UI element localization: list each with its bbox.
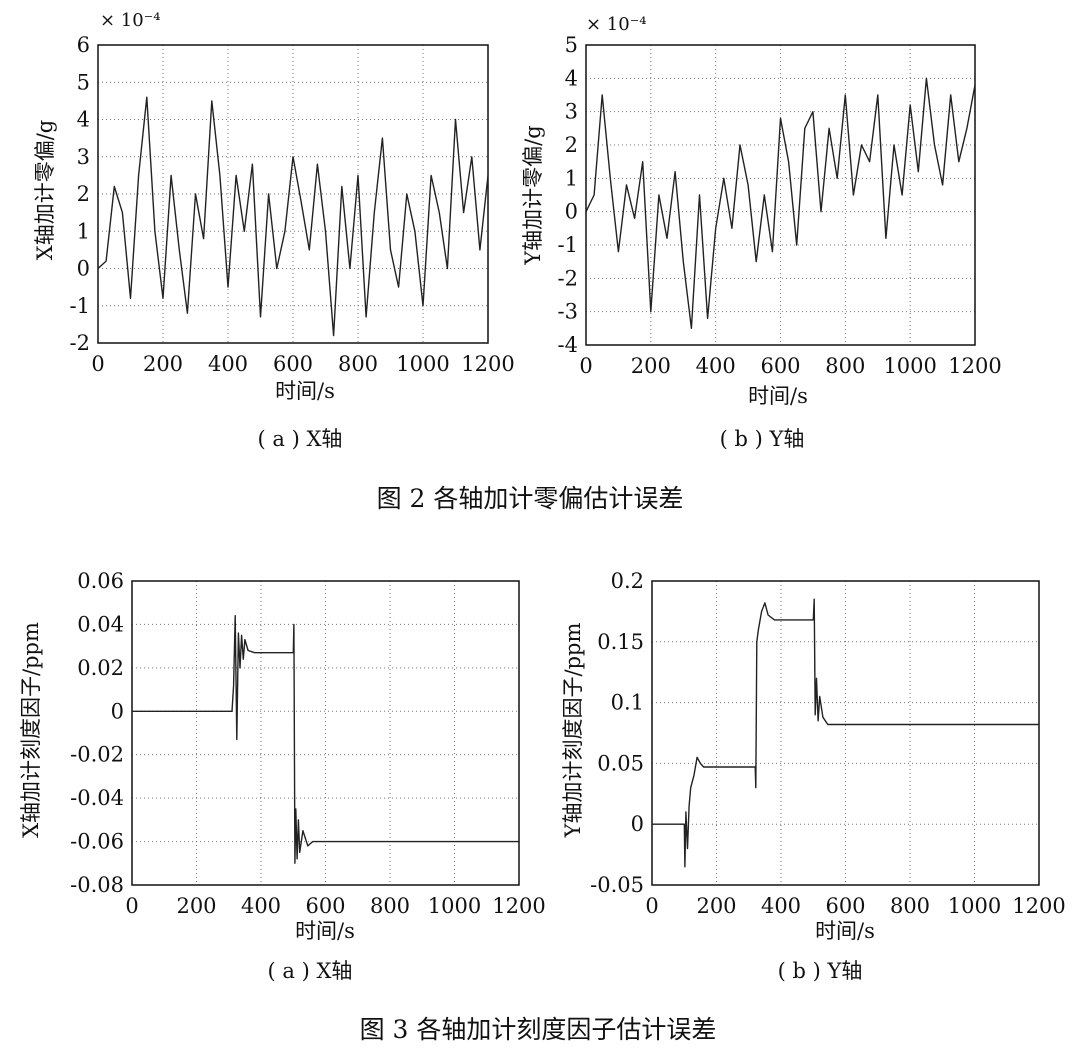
- sublabel-fig2-b: ( b ) Y轴: [720, 427, 805, 451]
- x-tick-label: 200: [143, 352, 183, 376]
- caption-fig2: 图 2 各轴加计零偏估计误差: [377, 484, 684, 513]
- y-tick-label: 2: [565, 133, 578, 157]
- y-tick-label: 1: [565, 166, 578, 190]
- y-tick-label: 0.05: [597, 751, 644, 775]
- y-tick-label: -1: [558, 233, 578, 257]
- x-tick-label: 800: [825, 354, 865, 378]
- chart-y-axis-scale-factor: 0 200 400 600 800 1000 1200-0.0500.050.10.150.…: [590, 569, 1066, 918]
- x-tick-label: 1200: [492, 894, 545, 918]
- y-tick-label: 0: [631, 812, 644, 836]
- y-tick-label: 0: [565, 200, 578, 224]
- x-tick-label: 600: [825, 894, 865, 918]
- xlabel-fig2-b: 时间/s: [748, 384, 808, 408]
- plot-frame: [97, 44, 489, 344]
- series-line: [97, 96, 489, 337]
- x-tick-label: 0: [645, 894, 658, 918]
- x-tick-label: 800: [890, 894, 930, 918]
- sublabel-fig3-b: ( b ) Y轴: [778, 959, 863, 983]
- plot-frame: [131, 580, 520, 886]
- x-tick-label: 600: [305, 894, 345, 918]
- y-tick-label: 0.02: [77, 656, 124, 680]
- y-tick-label: 4: [565, 66, 578, 90]
- x-tick-label: 1000: [396, 352, 449, 376]
- y-tick-label: 0: [77, 257, 90, 281]
- x-tick-label: 400: [696, 354, 736, 378]
- y-tick-label: 0.1: [611, 691, 644, 715]
- multiplier-label-a: × 10⁻⁴: [100, 10, 160, 31]
- y-tick-label: -1: [70, 294, 90, 318]
- ylabel-fig3-b: Y轴加计刻度因子/ppm: [561, 623, 585, 839]
- x-tick-label: 800: [338, 352, 378, 376]
- x-tick-label: 200: [176, 894, 216, 918]
- xlabel-fig3-a: 时间/s: [295, 919, 355, 943]
- xlabel-fig2-a: 时间/s: [275, 379, 335, 403]
- x-tick-label: 400: [761, 894, 801, 918]
- y-tick-label: 0.2: [611, 569, 644, 593]
- y-tick-label: 0.15: [597, 630, 644, 654]
- series-line: [132, 615, 519, 864]
- y-tick-label: -0.04: [70, 786, 124, 810]
- y-tick-label: -4: [558, 333, 578, 357]
- y-tick-label: 0.04: [77, 612, 124, 636]
- x-tick-label: 600: [273, 352, 313, 376]
- x-tick-label: 1000: [428, 894, 481, 918]
- x-tick-label: 1200: [461, 352, 514, 376]
- y-tick-label: -2: [70, 331, 90, 355]
- y-tick-label: 3: [565, 100, 578, 124]
- sublabel-fig3-a: ( a ) X轴: [268, 959, 353, 983]
- y-tick-label: -0.02: [70, 743, 124, 767]
- ylabel-fig2-a: X轴加计零偏/g: [33, 120, 57, 260]
- x-tick-label: 400: [208, 352, 248, 376]
- y-tick-label: 4: [77, 108, 90, 132]
- chart-x-axis-bias: 0 200 400 600 800 1000 1200 -2 -1 0 1 2 3 4 5 6: [70, 33, 515, 376]
- x-tick-label: 200: [696, 894, 736, 918]
- sublabel-fig2-a: ( a ) X轴: [258, 427, 343, 451]
- y-tick-label: -3: [558, 300, 578, 324]
- y-tick-label: 3: [77, 145, 90, 169]
- y-tick-label: 5: [77, 70, 90, 94]
- x-tick-label: 800: [370, 894, 410, 918]
- y-tick-label: 0.06: [77, 569, 124, 593]
- x-tick-label: 400: [241, 894, 281, 918]
- y-tick-label: -0.05: [590, 873, 644, 897]
- series-line: [652, 598, 1039, 868]
- plot-frame: [651, 580, 1040, 886]
- x-tick-label: 1000: [948, 894, 1001, 918]
- multiplier-label-b: × 10⁻⁴: [586, 14, 646, 35]
- y-tick-label: -0.06: [70, 830, 124, 854]
- x-tick-label: 1000: [883, 354, 936, 378]
- x-tick-label: 1200: [1012, 894, 1065, 918]
- y-tick-label: 5: [565, 33, 578, 57]
- ylabel-fig3-a: X轴加计刻度因子/ppm: [19, 622, 43, 838]
- y-tick-label: 2: [77, 182, 90, 206]
- chart-y-axis-bias: 0 200 400 600 800 1000 1200 -4 -3 -2 -1 0 1 2 3 4 5: [558, 33, 1002, 378]
- plot-frame: [585, 44, 976, 346]
- ylabel-fig2-b: Y轴加计零偏/g: [521, 125, 545, 265]
- caption-fig3: 图 3 各轴加计刻度因子估计误差: [360, 1015, 717, 1044]
- x-tick-label: 1200: [948, 354, 1001, 378]
- y-tick-label: -0.08: [70, 873, 124, 897]
- x-tick-label: 0: [579, 354, 592, 378]
- y-tick-label: -2: [558, 266, 578, 290]
- chart-x-axis-scale-factor: 0 200 400 600 800 1000 1200 -0.08 -0.06 -0.04 -0.0…: [70, 569, 546, 918]
- xlabel-fig3-b: 时间/s: [815, 919, 875, 943]
- y-tick-label: 6: [77, 33, 90, 57]
- y-tick-label: 1: [77, 219, 90, 243]
- y-tick-label: 0: [111, 699, 124, 723]
- x-tick-label: 0: [125, 894, 138, 918]
- x-tick-label: 0: [91, 352, 104, 376]
- x-tick-label: 200: [631, 354, 671, 378]
- series-line: [585, 77, 976, 329]
- x-tick-label: 600: [760, 354, 800, 378]
